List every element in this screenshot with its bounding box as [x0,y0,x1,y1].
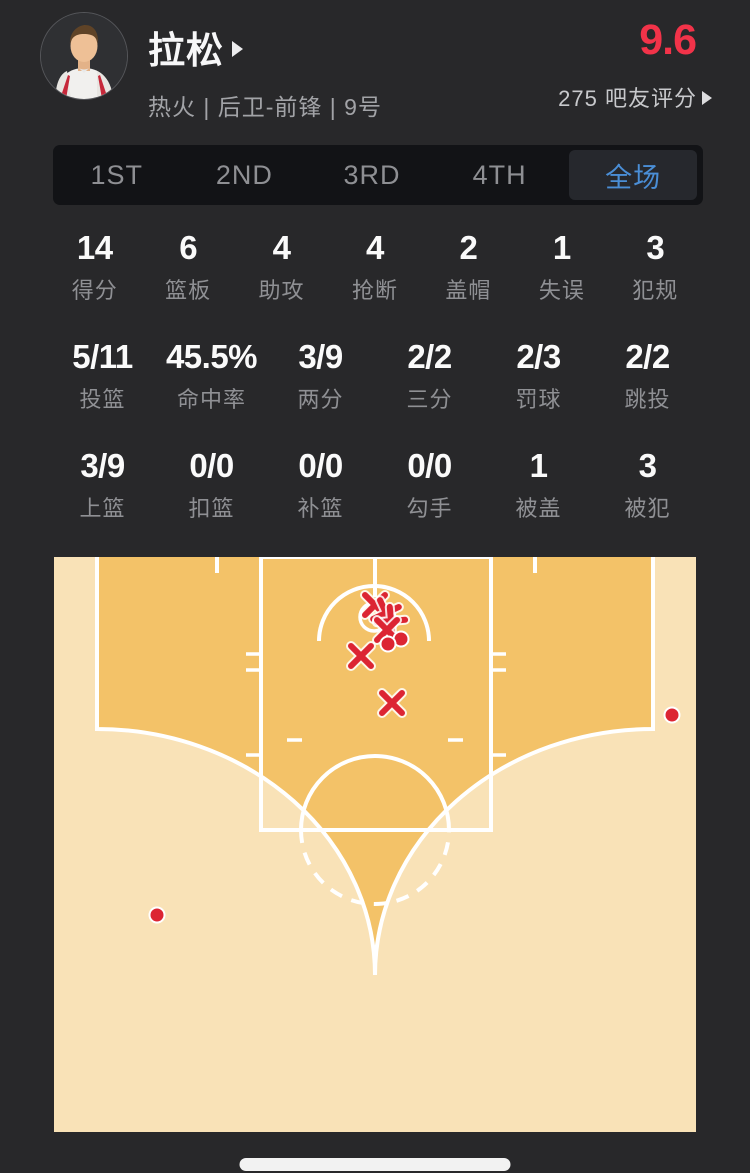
stat-value: 4 [366,229,384,266]
stat-value: 45.5% [165,338,258,375]
stat-item: 5/11 投篮 [48,339,157,413]
avatar[interactable] [40,12,128,100]
stat-label: 失误 [538,278,585,303]
free-throw-circle-dashed [299,829,451,906]
stat-value: 3 [638,447,657,484]
missed-shot-marker [377,688,407,718]
stat-label: 三分 [406,387,453,412]
stat-item: 1 失误 [515,230,608,304]
stat-label: 补篮 [297,496,344,521]
three-point-line [95,557,655,976]
player-photo [41,13,127,99]
free-throw-circle-solid [299,754,451,831]
stat-label: 扣篮 [188,496,235,521]
tab-3rd[interactable]: 3RD [343,159,401,190]
stat-value: 2/3 [516,338,561,375]
player-header: 拉松 热火 | 后卫-前锋 | 9号 9.6 275 吧友评分 [0,0,750,132]
stat-label: 投篮 [79,387,126,412]
stat-value: 3/9 [298,338,343,375]
paint-lane [259,557,493,832]
stat-row-shot-types: 3/9 上篮 0/0 扣篮 0/0 补篮 0/0 勾手 1 被盖 3 被犯 [48,448,702,522]
stat-value: 3/9 [80,447,125,484]
stat-item: 0/0 补篮 [266,448,375,522]
stat-value: 5/11 [72,338,133,375]
shot-chart-court [54,557,696,1132]
player-team-position: 热火 | 后卫-前锋 | 9号 [148,94,382,120]
tab-1st[interactable]: 1ST [90,159,144,190]
stat-value: 0/0 [407,447,452,484]
stat-label: 助攻 [258,278,305,303]
court-inner-zone [97,557,653,975]
made-shot-marker [148,906,166,924]
missed-shot-marker [346,641,376,671]
rating-info-label: 275 吧友评分 [558,86,697,111]
rating-value: 9.6 [639,16,697,64]
stat-item: 3/9 上篮 [48,448,157,522]
stat-value: 6 [179,229,198,266]
stat-label: 被犯 [624,496,671,521]
rating-caret-icon [702,91,712,105]
stat-label: 上篮 [79,496,126,521]
stats-section: 14 得分 6 篮板 4 助攻 4 抢断 2 盖帽 1 失误 3 犯规 5/11 投篮 45.5… [48,230,702,522]
stat-label: 勾手 [406,496,453,521]
stat-item: 3/9 两分 [266,339,375,413]
stat-value: 1 [529,447,548,484]
tab-2nd[interactable]: 2ND [215,159,273,190]
stat-value: 14 [76,229,113,266]
stat-item: 4 抢断 [328,230,421,304]
stat-value: 2 [459,229,478,266]
stat-value: 3 [646,229,665,266]
stat-item: 3 被犯 [593,448,702,522]
shot-chart [54,557,696,1132]
stat-label: 被盖 [515,496,562,521]
stat-item: 14 得分 [48,230,141,304]
rating-info-row[interactable]: 275 吧友评分 [558,81,712,113]
stat-value: 2/2 [407,338,452,375]
stat-item: 2/3 罚球 [484,339,593,413]
stat-item: 0/0 扣篮 [157,448,266,522]
shot-markers [148,590,681,924]
stat-item: 1 被盖 [484,448,593,522]
stat-item: 3 犯规 [609,230,702,304]
stat-row-shooting: 5/11 投篮 45.5% 命中率 3/9 两分 2/2 三分 2/3 罚球 2/2 跳投 [48,339,702,413]
stat-row-basic: 14 得分 6 篮板 4 助攻 4 抢断 2 盖帽 1 失误 3 犯规 [48,230,702,304]
stat-label: 盖帽 [445,278,492,303]
baseline-ticks [215,557,537,573]
player-name: 拉松 [148,30,224,71]
stat-item: 2/2 三分 [375,339,484,413]
name-caret-icon [232,41,243,57]
stat-label: 命中率 [176,387,246,412]
stat-label: 得分 [71,278,118,303]
stat-label: 两分 [297,387,344,412]
stat-item: 0/0 勾手 [375,448,484,522]
stat-label: 犯规 [632,278,679,303]
stat-item: 4 助攻 [235,230,328,304]
stat-value: 1 [552,229,571,266]
stat-item: 6 篮板 [141,230,234,304]
made-shot-marker [663,706,681,724]
tab-4th[interactable]: 4TH [472,159,527,190]
lane-hash-marks [246,652,506,757]
stat-label: 篮板 [165,278,212,303]
stat-item: 2/2 跳投 [593,339,702,413]
stat-value: 2/2 [625,338,670,375]
made-shot-marker [379,635,397,653]
stat-label: 抢断 [351,278,398,303]
stat-value: 0/0 [298,447,343,484]
stat-item: 2 盖帽 [422,230,515,304]
home-indicator[interactable] [239,1158,511,1171]
tab-full-game[interactable]: 全场 [569,150,697,200]
quarter-tabbar: 1ST 2ND 3RD 4TH 全场 [53,145,703,205]
stat-item: 45.5% 命中率 [157,339,266,413]
stat-value: 0/0 [189,447,234,484]
stat-label: 罚球 [515,387,562,412]
player-name-row[interactable]: 拉松 [148,20,558,74]
stat-value: 4 [272,229,291,266]
stat-label: 跳投 [624,387,671,412]
